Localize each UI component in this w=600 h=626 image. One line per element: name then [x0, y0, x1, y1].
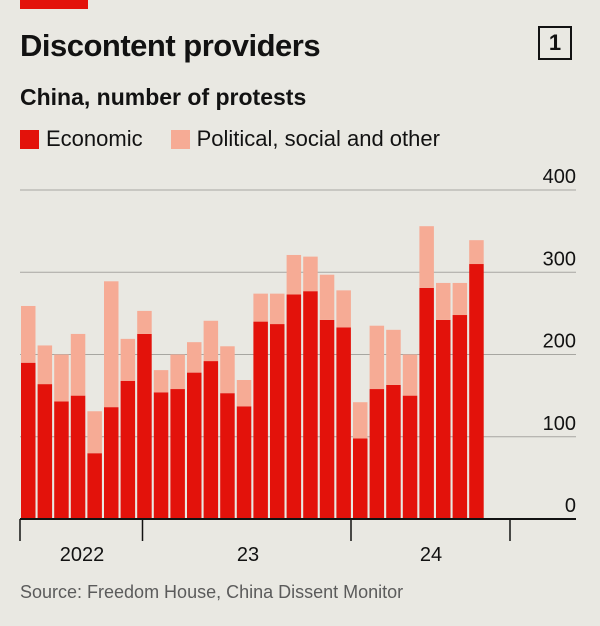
bar-economic — [419, 287, 434, 519]
bar-economic — [319, 319, 335, 519]
x-tick-label-23: 23 — [237, 544, 259, 566]
bar-political — [319, 274, 335, 320]
bar-economic — [452, 315, 468, 519]
legend-swatch-economic — [20, 129, 39, 149]
bar-political — [386, 329, 401, 385]
bar-political — [104, 281, 119, 408]
bar-political — [452, 282, 468, 316]
bar-economic — [436, 319, 451, 519]
figure-number-badge: 1 — [538, 26, 572, 60]
bar-economic — [402, 395, 418, 519]
legend-swatch-political — [170, 129, 190, 149]
bar-political — [469, 240, 484, 265]
bar-economic — [203, 361, 219, 519]
bar-political — [402, 354, 418, 396]
source-note: Source: Freedom House, China Dissent Mon… — [20, 582, 404, 602]
bar-economic — [137, 333, 152, 519]
legend: Economic Political, social and other — [20, 126, 468, 152]
bar-economic — [21, 362, 36, 519]
accent-bar — [20, 0, 88, 9]
y-tick-label-200: 200 — [543, 331, 576, 353]
bar-political — [436, 282, 451, 320]
bar-economic — [353, 438, 368, 519]
bar-political — [353, 402, 368, 439]
bar-economic — [37, 384, 53, 519]
y-tick-label-0: 0 — [565, 495, 576, 517]
bar-political — [70, 333, 86, 396]
y-tick-label-400: 400 — [543, 166, 576, 188]
bar-political — [120, 338, 136, 381]
bar-political — [87, 411, 102, 454]
bar-political — [419, 226, 434, 288]
bar-political — [270, 293, 285, 325]
bar-political — [187, 342, 202, 373]
x-tick-label-2022: 2022 — [60, 544, 105, 566]
chart-title: Discontent providers — [20, 28, 321, 63]
bar-economic — [270, 324, 285, 519]
x-tick-label-24: 24 — [420, 544, 442, 566]
bar-economic — [386, 384, 401, 519]
legend-label-political: Political, social and other — [196, 126, 440, 151]
bar-economic — [54, 401, 69, 519]
bar-political — [253, 293, 268, 322]
bar-political — [303, 256, 318, 292]
bar-economic — [236, 406, 252, 519]
bar-economic — [469, 264, 484, 519]
bar-political — [153, 370, 169, 393]
bar-economic — [120, 380, 136, 519]
bar-economic — [220, 393, 235, 519]
bar-economic — [369, 389, 385, 519]
bar-political — [37, 345, 53, 385]
bar-economic — [253, 321, 268, 519]
chart-subtitle: China, number of protests — [20, 84, 307, 110]
bar-economic — [170, 389, 185, 519]
bar-political — [220, 346, 235, 394]
bar-political — [170, 354, 185, 390]
bar-political — [236, 379, 252, 407]
bar-economic — [87, 453, 102, 519]
y-tick-label-100: 100 — [543, 413, 576, 435]
bar-economic — [187, 372, 202, 519]
bar-economic — [303, 291, 318, 519]
y-tick-label-300: 300 — [543, 248, 576, 270]
bar-economic — [286, 294, 302, 519]
bar-economic — [336, 327, 351, 519]
bar-political — [54, 354, 69, 402]
bar-economic — [153, 392, 169, 519]
bar-political — [203, 320, 219, 362]
bar-political — [21, 305, 36, 363]
bar-economic — [104, 407, 119, 519]
bar-political — [369, 325, 385, 390]
bar-political — [336, 290, 351, 328]
bar-economic — [70, 395, 86, 519]
bar-political — [137, 310, 152, 334]
legend-label-economic: Economic — [46, 126, 143, 151]
bar-political — [286, 254, 302, 295]
